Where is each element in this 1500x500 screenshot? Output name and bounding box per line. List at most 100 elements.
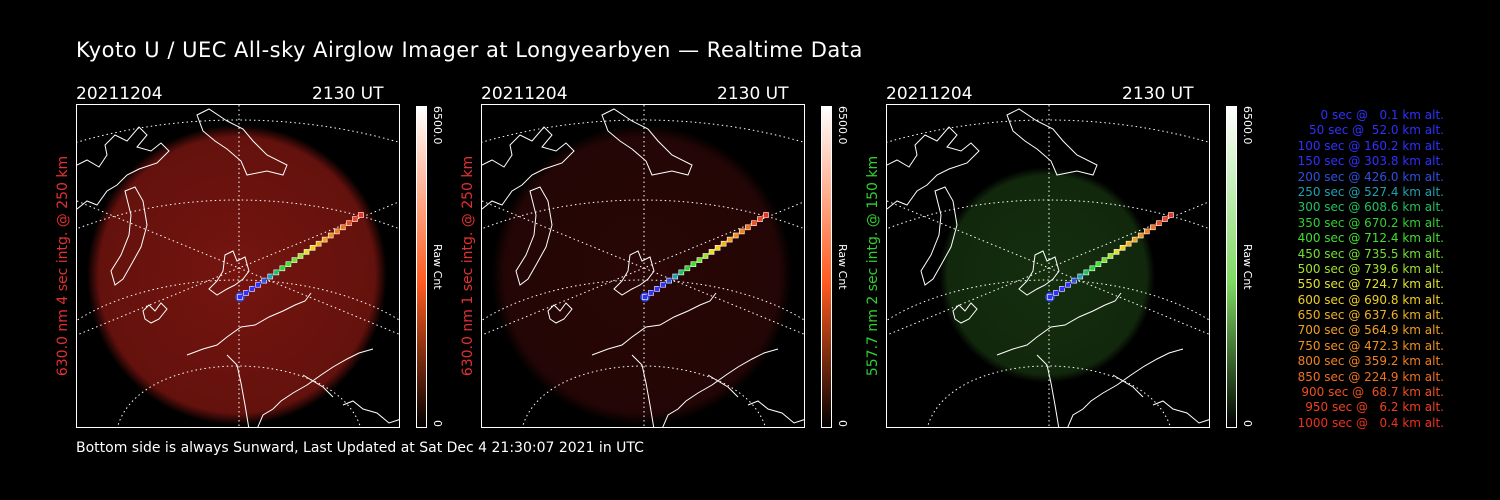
trajectory-point [745, 224, 751, 231]
coastline [208, 250, 250, 296]
coastline [887, 126, 980, 210]
panel-side-label: 630.0 nm 4 sec intg. @ 250 km [55, 155, 71, 377]
graticule-line [77, 279, 399, 321]
trajectory-point [1089, 265, 1096, 272]
legend-row: 200 sec @ 426.0 km alt. [1297, 169, 1444, 184]
coastline [1112, 374, 1144, 398]
trajectory-point [654, 286, 660, 292]
graticule-line [77, 199, 399, 230]
trajectory-point [285, 261, 292, 267]
coastline [196, 108, 288, 176]
coastline [302, 374, 334, 398]
colorbar [821, 106, 832, 428]
coastline [515, 186, 553, 286]
trajectory-point [648, 290, 654, 296]
trajectory-point [714, 245, 721, 251]
panel-time: 2130 UT [312, 84, 384, 104]
trajectory-legend: 0 sec @ 0.1 km alt. 50 sec @ 52.0 km alt.… [1268, 108, 1444, 431]
panel-630nm-4sec: 20211204 2130 UT 630.0 nm 4 sec intg. @ … [55, 84, 466, 430]
coastline [631, 354, 655, 427]
legend-row: 300 sec @ 608.6 km alt. [1297, 200, 1444, 215]
allsky-image [481, 104, 805, 428]
legend-row: 650 sec @ 637.6 km alt. [1297, 308, 1444, 323]
trajectory-point [678, 269, 685, 276]
legend-row: 1000 sec @ 0.4 km alt. [1297, 415, 1444, 430]
panel-side-label: 557.7 nm 2 sec intg. @ 150 km [865, 155, 881, 377]
coastline [342, 400, 399, 424]
coastline [996, 292, 1122, 356]
coastline [952, 302, 978, 324]
graticule-line [887, 279, 1209, 321]
panel-date: 20211204 [76, 84, 163, 104]
coastline [613, 250, 655, 296]
coastline [547, 302, 573, 324]
coastline [186, 292, 312, 356]
coastline [226, 354, 250, 427]
graticule-line [482, 279, 804, 321]
panel-time: 2130 UT [717, 84, 789, 104]
station-marker [1045, 292, 1055, 302]
coastline [1006, 108, 1098, 176]
coastline [591, 292, 717, 356]
trajectory-point [358, 212, 364, 218]
coastline [1067, 348, 1184, 427]
station-marker [235, 292, 245, 302]
legend-row: 450 sec @ 735.5 km alt. [1297, 246, 1444, 261]
coastline [920, 186, 958, 286]
legend-row: 800 sec @ 359.2 km alt. [1297, 354, 1444, 369]
panel-date: 20211204 [481, 84, 568, 104]
panel-time: 2130 UT [1122, 84, 1194, 104]
legend-row: 150 sec @ 303.8 km alt. [1297, 154, 1444, 169]
legend-row: 700 sec @ 564.9 km alt. [1297, 323, 1444, 338]
legend-row: 900 sec @ 68.7 km alt. [1301, 385, 1444, 400]
trajectory-point [684, 265, 691, 272]
coastline [601, 108, 693, 176]
allsky-image [76, 104, 400, 428]
trajectory-point [1119, 245, 1126, 251]
trajectory-point [303, 249, 310, 255]
trajectory-point [708, 249, 715, 255]
coastline [110, 186, 148, 286]
colorbar [416, 106, 427, 428]
coastline [482, 126, 575, 210]
coastline [1036, 354, 1060, 427]
airglow-field [939, 167, 1155, 383]
graticule-line [887, 199, 1209, 230]
legend-row: 950 sec @ 6.2 km alt. [1305, 400, 1444, 415]
legend-row: 100 sec @ 160.2 km alt. [1297, 138, 1444, 153]
graticule-line [482, 199, 804, 230]
trajectory-point [763, 212, 769, 218]
footer-status: Bottom side is always Sunward, Last Upda… [76, 440, 644, 456]
trajectory-point [757, 216, 763, 222]
panel-date: 20211204 [886, 84, 973, 104]
airglow-field [87, 125, 387, 425]
page-title: Kyoto U / UEC All-sky Airglow Imager at … [76, 38, 863, 62]
legend-row: 350 sec @ 670.2 km alt. [1297, 215, 1444, 230]
coastline [77, 126, 170, 210]
coastline [1018, 250, 1060, 296]
allsky-image [886, 104, 1210, 428]
coastline [707, 374, 739, 398]
colorbar [1226, 106, 1237, 428]
coastline [747, 400, 804, 424]
legend-row: 850 sec @ 224.9 km alt. [1297, 369, 1444, 384]
trajectory-point [1059, 286, 1065, 292]
legend-row: 0 sec @ 0.1 km alt. [1320, 108, 1445, 122]
trajectory-point [1168, 212, 1174, 218]
legend-row: 500 sec @ 739.6 km alt. [1297, 261, 1444, 276]
trajectory-point [1131, 236, 1138, 243]
coastline [1152, 400, 1209, 424]
coastline [142, 302, 168, 324]
panel-630nm-1sec: 20211204 2130 UT 630.0 nm 1 sec intg. @ … [460, 84, 871, 430]
legend-row: 550 sec @ 724.7 km alt. [1297, 277, 1444, 292]
trajectory-point [1071, 277, 1077, 284]
panel-side-label: 630.0 nm 1 sec intg. @ 250 km [460, 155, 476, 377]
trajectory-point [1150, 224, 1156, 231]
airglow-field [492, 125, 792, 425]
legend-row: 250 sec @ 527.4 km alt. [1297, 184, 1444, 199]
legend-row: 750 sec @ 472.3 km alt. [1297, 338, 1444, 353]
legend-row: 50 sec @ 52.0 km alt. [1309, 123, 1444, 138]
legend-row: 400 sec @ 712.4 km alt. [1297, 231, 1444, 246]
coastline [662, 348, 779, 427]
station-marker [640, 292, 650, 302]
